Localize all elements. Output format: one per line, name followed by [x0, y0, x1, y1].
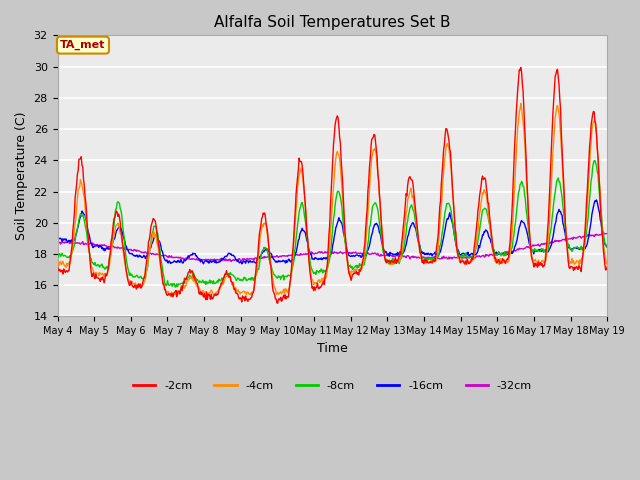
-16cm	[54, 235, 61, 240]
-16cm	[604, 244, 611, 250]
-8cm	[400, 245, 408, 251]
Line: -2cm: -2cm	[58, 68, 607, 303]
-8cm	[591, 158, 599, 164]
-2cm	[54, 264, 61, 269]
-8cm	[63, 254, 71, 260]
-8cm	[120, 233, 128, 239]
-16cm	[120, 236, 128, 241]
-4cm	[120, 255, 128, 261]
Legend: -2cm, -4cm, -8cm, -16cm, -32cm: -2cm, -4cm, -8cm, -16cm, -32cm	[129, 376, 536, 395]
-4cm	[177, 287, 184, 293]
Text: TA_met: TA_met	[60, 40, 106, 50]
-8cm	[416, 244, 424, 250]
-4cm	[604, 260, 611, 266]
X-axis label: Time: Time	[317, 342, 348, 355]
-32cm	[63, 239, 71, 245]
-16cm	[176, 260, 184, 265]
-32cm	[120, 247, 128, 252]
-32cm	[604, 230, 611, 236]
-2cm	[400, 219, 408, 225]
Line: -8cm: -8cm	[58, 161, 607, 287]
-2cm	[416, 250, 424, 255]
-8cm	[54, 254, 61, 260]
-2cm	[274, 300, 282, 306]
-8cm	[206, 277, 214, 283]
-16cm	[205, 260, 212, 266]
-2cm	[517, 65, 525, 71]
Line: -32cm: -32cm	[58, 233, 607, 262]
Title: Alfalfa Soil Temperatures Set B: Alfalfa Soil Temperatures Set B	[214, 15, 451, 30]
-4cm	[517, 101, 525, 107]
-2cm	[604, 264, 611, 270]
-16cm	[400, 249, 408, 254]
-4cm	[416, 250, 424, 256]
-16cm	[238, 261, 246, 267]
-32cm	[205, 257, 212, 263]
-4cm	[206, 290, 214, 296]
-4cm	[63, 263, 71, 269]
Line: -4cm: -4cm	[58, 104, 607, 296]
-8cm	[172, 284, 179, 290]
-2cm	[63, 269, 71, 275]
-32cm	[54, 238, 61, 244]
-8cm	[604, 245, 611, 251]
-4cm	[400, 234, 408, 240]
-16cm	[416, 243, 424, 249]
-2cm	[120, 250, 128, 255]
-32cm	[227, 259, 235, 264]
-16cm	[63, 240, 71, 245]
-32cm	[400, 254, 408, 260]
-2cm	[205, 291, 212, 297]
Y-axis label: Soil Temperature (C): Soil Temperature (C)	[15, 112, 28, 240]
-16cm	[593, 197, 600, 203]
-32cm	[176, 254, 184, 260]
Line: -16cm: -16cm	[58, 200, 607, 264]
-32cm	[598, 230, 605, 236]
-8cm	[177, 281, 184, 287]
-4cm	[167, 293, 175, 299]
-4cm	[54, 262, 61, 267]
-32cm	[416, 255, 424, 261]
-2cm	[176, 291, 184, 297]
